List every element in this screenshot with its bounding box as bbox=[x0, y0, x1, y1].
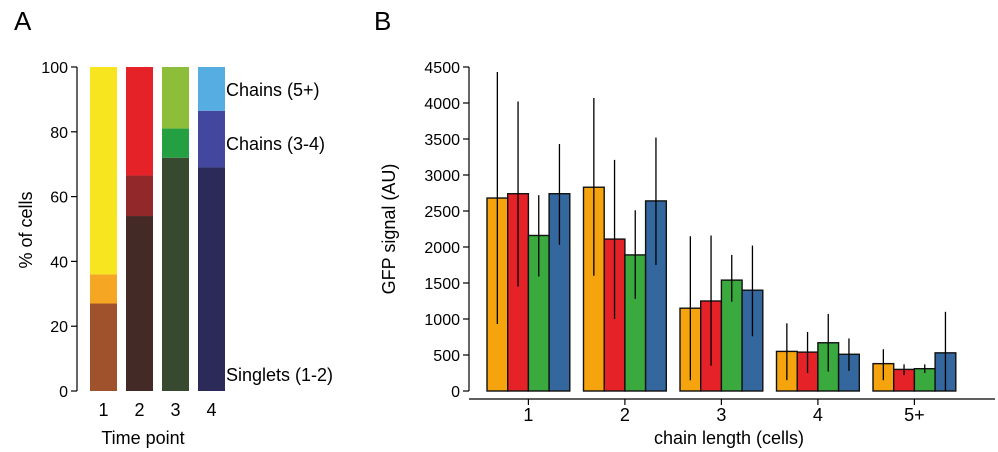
chart-a-stack-segment bbox=[198, 110, 225, 168]
chart-a-y-tick-label: 20 bbox=[50, 319, 68, 336]
legend-label-chains-5plus: Chains (5+) bbox=[226, 80, 320, 100]
chart-a-y-tick-label: 100 bbox=[41, 60, 68, 77]
chart-b-y-tick-label: 3500 bbox=[424, 132, 460, 149]
chart-a-y-tick-label: 60 bbox=[50, 190, 68, 207]
chart-a-stack-segment bbox=[162, 157, 189, 391]
chart-a-stack-segment bbox=[90, 67, 117, 275]
chart-a-x-tick-label: 2 bbox=[134, 400, 144, 420]
chart-b-x-tick-label: 4 bbox=[813, 405, 823, 425]
chart-a-stack-segment bbox=[126, 175, 153, 217]
chart-b-y-tick-label: 2500 bbox=[424, 204, 460, 221]
chart-a-x-tick-label: 4 bbox=[206, 400, 216, 420]
panel-label-b: B bbox=[374, 6, 391, 36]
chart-b-y-tick-label: 1500 bbox=[424, 276, 460, 293]
chart-a-stack-segment bbox=[90, 303, 117, 391]
chart-a-y-tick-label: 80 bbox=[50, 125, 68, 142]
chart-b-x-tick-label: 5+ bbox=[904, 405, 925, 425]
chart-b-y-label: GFP signal (AU) bbox=[379, 164, 399, 295]
chart-b-y-tick-label: 1000 bbox=[424, 312, 460, 329]
chart-a-stacks bbox=[90, 67, 225, 391]
chart-b-x-tick-label: 2 bbox=[620, 405, 630, 425]
legend-label-chains-3-4: Chains (3-4) bbox=[226, 134, 325, 154]
chart-b-y-tick-label: 0 bbox=[451, 384, 460, 401]
chart-a-stack-segment bbox=[126, 67, 153, 176]
chart-a-y-label: % of cells bbox=[16, 191, 36, 268]
chart-b-x-label: chain length (cells) bbox=[654, 428, 804, 448]
chart-b-y-tick-label: 500 bbox=[433, 348, 460, 365]
chart-a-stack-segment bbox=[198, 167, 225, 391]
chart-b-x-tick-label: 3 bbox=[716, 405, 726, 425]
chart-b-y-tick-label: 3000 bbox=[424, 168, 460, 185]
chart-a-stack-segment bbox=[162, 67, 189, 129]
panel-label-a: A bbox=[14, 6, 32, 36]
chart-a-stack-segment bbox=[198, 67, 225, 111]
chart-a-x-axis: 1 2 3 4 bbox=[98, 400, 216, 420]
chart-a-y-tick-label: 40 bbox=[50, 254, 68, 271]
chart-b-y-tick-label: 2000 bbox=[424, 240, 460, 257]
chart-b-bars bbox=[486, 186, 957, 392]
chart-a-y-axis: 0 20 40 60 80 100 bbox=[41, 60, 78, 401]
chart-b-x-axis: 1 2 3 4 5+ bbox=[469, 398, 995, 425]
chart-b-y-tick-label: 4000 bbox=[424, 96, 460, 113]
chart-b-error-bars bbox=[496, 72, 947, 391]
chart-b: 0 500 1000 1500 2000 2500 3000 3500 4000 4500 1 2 3… bbox=[379, 60, 995, 448]
chart-a-x-tick-label: 1 bbox=[98, 400, 108, 420]
chart-a-stack-segment bbox=[90, 274, 117, 304]
chart-a-x-label: Time point bbox=[101, 428, 184, 448]
chart-a-x-tick-label: 3 bbox=[170, 400, 180, 420]
chart-b-y-axis: 0 500 1000 1500 2000 2500 3000 3500 4000 4500 bbox=[424, 60, 470, 401]
legend-label-singlets: Singlets (1-2) bbox=[226, 365, 333, 385]
chart-b-y-tick-label: 4500 bbox=[424, 60, 460, 77]
chart-a-y-tick-label: 0 bbox=[59, 384, 68, 401]
chart-a-stack-segment bbox=[162, 128, 189, 158]
chart-a-stack-segment bbox=[126, 216, 153, 391]
chart-b-x-tick-label: 1 bbox=[523, 405, 533, 425]
